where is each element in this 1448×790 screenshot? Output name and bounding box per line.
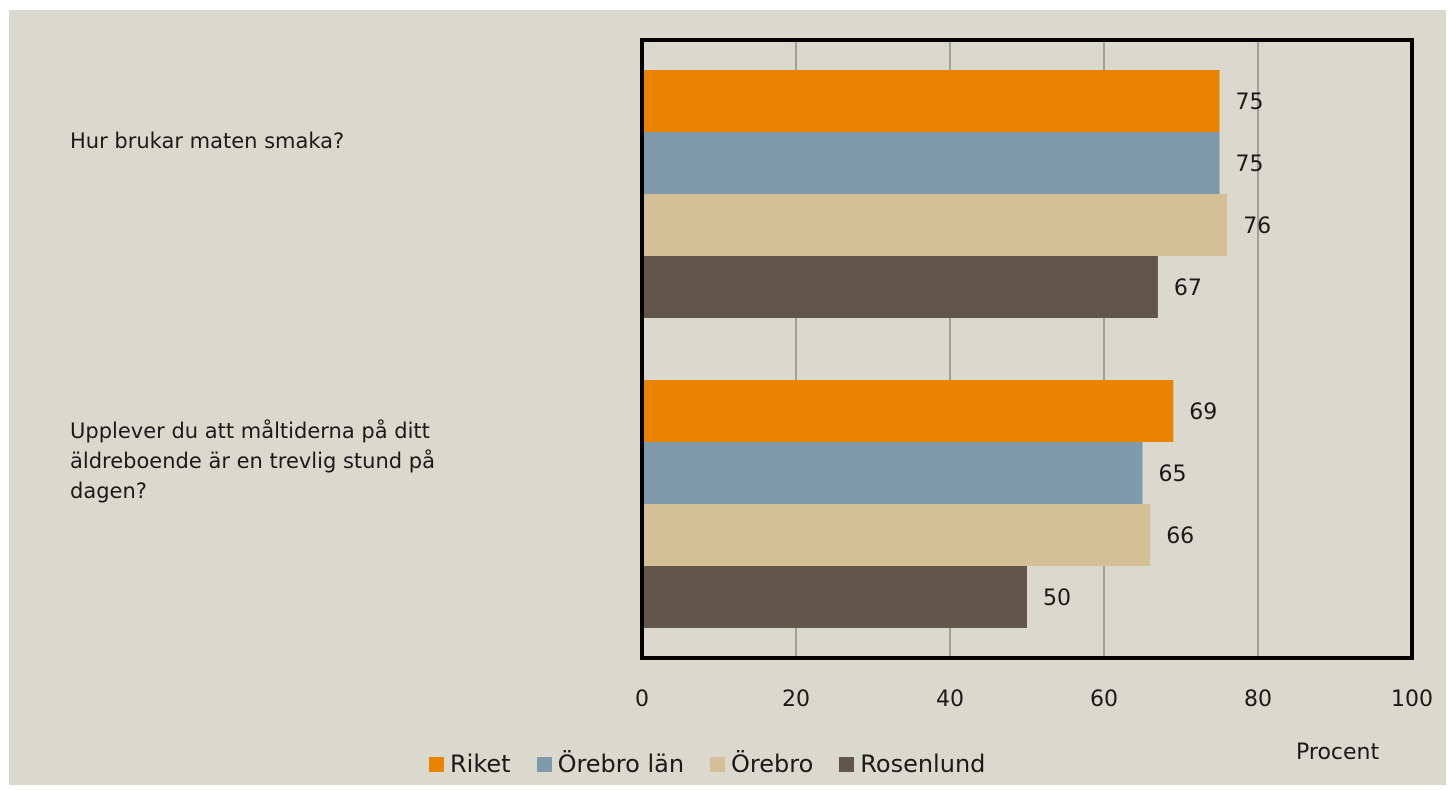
legend-swatch [536,756,552,772]
data-label: 65 [1159,462,1187,487]
bar-örebro-län-0 [642,132,1220,194]
bar-örebro-1 [642,504,1151,566]
legend-label: Rosenlund [860,750,986,778]
data-label: 69 [1189,400,1217,425]
legend-swatch [839,756,855,772]
bar-örebro-län-1 [642,442,1143,504]
data-label: 76 [1243,214,1271,239]
data-label: 50 [1043,586,1071,611]
data-label: 66 [1166,524,1194,549]
legend-item: Örebro [710,750,813,778]
bar-rosenlund-0 [642,256,1158,318]
data-label: 67 [1174,276,1202,301]
bar-riket-1 [642,380,1174,442]
bar-rosenlund-1 [642,566,1027,628]
x-tick-label: 40 [936,687,964,712]
legend-swatch [710,756,726,772]
legend-label: Örebro län [557,750,685,778]
legend-item: Rosenlund [839,750,985,778]
legend-swatch [429,756,444,772]
chart-panel: Hur brukar maten smaka? Upplever du att … [9,10,1446,785]
legend-label: Örebro [731,750,814,778]
x-tick-label: 100 [1391,687,1433,712]
category-label-taste: Hur brukar maten smaka? [70,129,345,153]
legend-item: Örebro län [536,750,685,778]
bar-örebro-0 [642,194,1228,256]
bar-riket-0 [642,70,1220,132]
plot-frame [640,38,1414,660]
bar-chart-plot: 75 75 76 67 69 65 66 50 0 20 40 60 80 100 [635,38,1433,712]
category-label-mealtime: Upplever du att måltiderna på ditt äldre… [70,419,435,503]
x-axis-title: Procent [1296,740,1380,765]
data-label: 75 [1236,152,1264,177]
legend-item: Riket [429,750,511,778]
x-tick-label: 80 [1244,687,1272,712]
legend-label: Riket [450,750,511,778]
x-tick-label: 20 [782,687,810,712]
x-tick-label: 0 [635,687,649,712]
data-label: 75 [1236,90,1264,115]
x-tick-label: 60 [1090,687,1118,712]
legend: Riket Örebro län Örebro Rosenlund [429,750,1011,778]
